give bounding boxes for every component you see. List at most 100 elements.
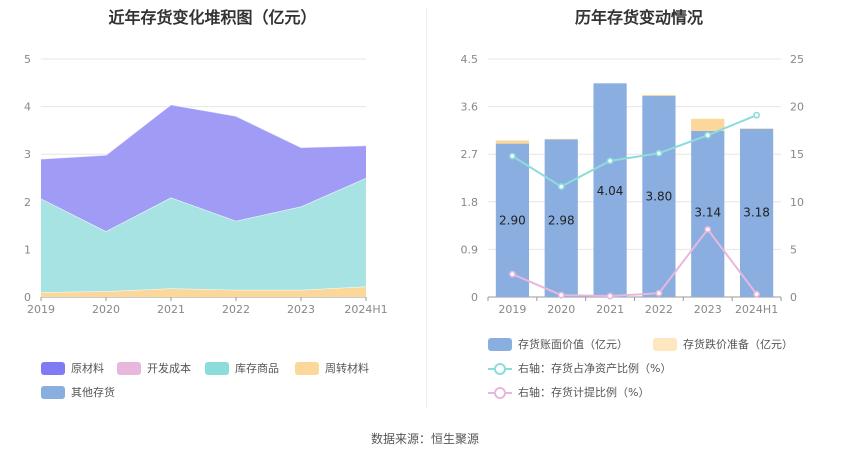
legend-label: 原材料	[71, 362, 104, 375]
y-left-tick-label: 4.5	[461, 53, 479, 66]
line-point	[557, 183, 565, 190]
y-tick-label: 5	[24, 53, 31, 66]
legend-swatch	[41, 385, 65, 399]
x-tick-label: 2024H1	[344, 303, 387, 316]
right-chart-title: 历年存货变动情况	[574, 8, 703, 27]
y-tick-label: 4	[24, 101, 31, 114]
y-left-tick-label: 1.8	[461, 196, 479, 209]
line-point	[606, 292, 614, 300]
legend-line-swatch	[488, 362, 512, 375]
area-series-周转材料	[41, 286, 366, 297]
line-point	[704, 131, 712, 139]
legend-marker	[494, 362, 506, 375]
x-tick-label: 2023	[287, 303, 315, 316]
x-tick-label: 2019	[27, 303, 55, 316]
line-point	[606, 157, 614, 165]
y-right-tick-label: 25	[790, 53, 804, 66]
y-tick-label: 2	[24, 196, 31, 209]
data-label: 3.14	[694, 205, 721, 219]
legend-label: 其他存货	[71, 386, 115, 399]
legend-item[interactable]: 库存商品	[205, 360, 279, 376]
data-label-box	[643, 187, 674, 204]
legend-item[interactable]: 存货账面价值（亿元）	[488, 336, 628, 352]
legend-label: 库存商品	[235, 362, 279, 375]
data-label-box	[741, 203, 772, 220]
x-tick-label: 2022	[645, 303, 673, 316]
legend-label: 存货跌价准备（亿元）	[683, 338, 793, 351]
legend-item[interactable]: 右轴：存货计提比例（%）	[488, 384, 649, 400]
legend-item[interactable]: 原材料	[41, 360, 104, 376]
data-label-box	[546, 211, 577, 228]
y-right-tick-label: 20	[790, 101, 804, 114]
y-tick-label: 1	[24, 243, 31, 256]
line-point	[704, 226, 712, 233]
legend-item[interactable]: 存货跌价准备（亿元）	[653, 336, 793, 352]
legend-label: 开发成本	[147, 362, 191, 375]
bar-impairment	[739, 128, 774, 129]
x-tick-label: 2022	[222, 303, 250, 316]
legend-label: 周转材料	[325, 362, 369, 375]
line-point	[753, 290, 760, 298]
y-left-tick-label: 2.7	[461, 148, 479, 161]
bar-impairment	[691, 118, 725, 131]
y-tick-label: 3	[24, 148, 31, 161]
legend-item[interactable]: 周转材料	[295, 360, 369, 376]
legend-item[interactable]: 开发成本	[117, 360, 191, 376]
data-label-box	[497, 211, 528, 228]
legend-marker	[494, 386, 506, 399]
data-label-box	[595, 182, 626, 199]
x-tick-label: 2024H1	[735, 303, 778, 316]
x-tick-label: 2020	[92, 303, 120, 316]
legend-swatch	[488, 337, 512, 351]
stacked-area-chart: 0 1 2 3 4 5 2019 2020 2021 2022 2023 2024H1	[24, 53, 388, 316]
bar-impairment	[544, 138, 578, 140]
y-right-tick-label: 15	[790, 148, 804, 161]
data-label: 3.80	[646, 190, 673, 204]
y-right-tick-label: 10	[790, 196, 804, 209]
legend-swatch	[295, 361, 319, 375]
line-provision-ratio	[512, 227, 758, 298]
area-series-库存商品	[41, 178, 366, 293]
line-point	[655, 289, 663, 297]
data-label: 2.90	[499, 213, 526, 227]
legend-item[interactable]: 其他存货	[41, 384, 115, 400]
bar-line-combo-chart: 0 0.9 1.8 2.7 3.6 4.5 0 5 10 15 20 25 2019 2020 2021 20…	[461, 53, 805, 316]
area-edge	[40, 104, 367, 160]
legend-label: 右轴：存货占净资产比例（%）	[518, 362, 672, 375]
line-point	[557, 291, 565, 299]
line-point	[655, 149, 663, 157]
y-right-tick-label: 0	[790, 291, 797, 304]
data-source-note: 数据来源：恒生聚源	[370, 432, 479, 446]
x-tick-label: 2020	[547, 303, 575, 316]
data-label: 4.04	[597, 184, 624, 198]
y-right-tick-label: 5	[790, 243, 797, 256]
y-tick-label: 0	[24, 291, 31, 304]
legend-swatch	[41, 361, 65, 375]
legend-swatch	[117, 361, 141, 375]
x-tick-label: 2021	[157, 303, 185, 316]
y-left-tick-label: 3.6	[461, 101, 479, 114]
x-tick-label: 2019	[498, 303, 526, 316]
legend-swatch	[653, 337, 677, 351]
line-point	[509, 270, 516, 278]
y-left-tick-label: 0	[471, 291, 478, 304]
x-tick-label: 2023	[694, 303, 722, 316]
line-inventory-ratio	[511, 114, 757, 188]
legend-swatch	[205, 361, 229, 375]
left-chart-title: 近年存货变化堆积图（亿元）	[108, 8, 317, 27]
panel-divider	[426, 8, 427, 408]
legend-label: 右轴：存货计提比例（%）	[518, 386, 650, 399]
legend-line-swatch	[488, 386, 512, 399]
area-series-原材料	[41, 104, 366, 232]
line-point	[753, 111, 760, 119]
data-label-box	[692, 203, 723, 220]
legend-label: 存货账面价值（亿元）	[518, 338, 628, 351]
x-tick-label: 2021	[596, 303, 624, 316]
legend-item[interactable]: 右轴：存货占净资产比例（%）	[488, 360, 671, 376]
data-label: 2.98	[548, 213, 575, 227]
bar-impairment	[495, 140, 530, 144]
y-left-tick-label: 0.9	[461, 243, 479, 256]
bar-impairment	[642, 94, 676, 97]
line-point	[509, 152, 516, 160]
data-label: 3.18	[743, 205, 770, 219]
